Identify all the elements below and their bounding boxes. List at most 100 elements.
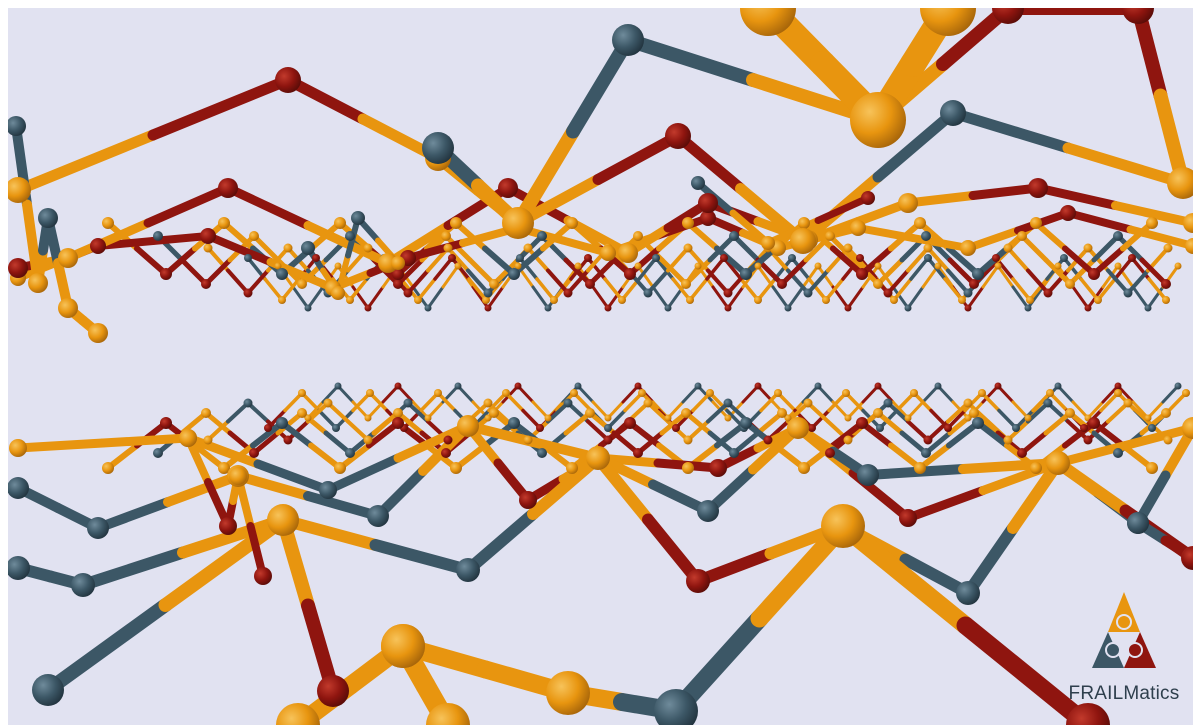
- atom: [88, 323, 108, 343]
- atom: [331, 286, 345, 300]
- bond: [426, 400, 445, 420]
- atom: [574, 382, 582, 390]
- bond: [163, 245, 198, 277]
- bond: [816, 264, 835, 289]
- atom: [784, 414, 792, 422]
- atom: [345, 448, 355, 458]
- atom: [403, 398, 413, 408]
- atom: [1028, 178, 1048, 198]
- bond: [369, 539, 474, 576]
- atom: [297, 408, 307, 418]
- atom: [345, 231, 355, 241]
- bond: [863, 464, 968, 480]
- bond: [759, 391, 780, 413]
- bond: [1146, 400, 1165, 420]
- bond: [467, 257, 497, 287]
- bond: [806, 268, 830, 295]
- atom: [394, 382, 402, 390]
- bond: [981, 264, 1000, 289]
- bond: [1062, 245, 1097, 277]
- atom: [244, 254, 252, 262]
- atom: [218, 217, 230, 229]
- atom: [1084, 304, 1092, 312]
- atom: [1128, 254, 1136, 262]
- bond: [183, 433, 263, 469]
- bond: [1006, 246, 1030, 273]
- atom: [729, 448, 739, 458]
- bond: [1011, 277, 1032, 302]
- atom: [643, 288, 653, 298]
- atom: [808, 424, 816, 432]
- atom: [774, 389, 782, 397]
- atom: [1114, 389, 1122, 397]
- atom: [740, 417, 752, 429]
- atom: [363, 435, 373, 445]
- bond: [591, 285, 610, 310]
- atom: [784, 304, 792, 312]
- atom: [969, 408, 979, 418]
- atom: [921, 448, 931, 458]
- atom: [700, 210, 716, 226]
- bond: [251, 430, 281, 456]
- atom: [1161, 408, 1171, 418]
- bond: [1131, 400, 1150, 420]
- atom: [537, 448, 547, 458]
- atom: [618, 243, 638, 263]
- bond: [1161, 384, 1180, 404]
- atom: [514, 262, 522, 270]
- atom: [963, 398, 973, 408]
- atom: [32, 674, 64, 706]
- atom: [814, 262, 822, 270]
- atom: [298, 389, 306, 397]
- logo-triangle-icon: [1092, 592, 1156, 668]
- atom: [514, 382, 522, 390]
- bond: [466, 268, 490, 295]
- bond: [1106, 268, 1130, 295]
- bond: [807, 277, 828, 302]
- bond: [105, 442, 140, 471]
- atom: [574, 262, 582, 270]
- atom: [923, 435, 933, 445]
- atom: [969, 279, 979, 289]
- bond: [527, 452, 604, 520]
- bond: [563, 257, 593, 287]
- atom: [1046, 389, 1054, 397]
- bond: [1091, 420, 1126, 449]
- atom: [243, 398, 253, 408]
- bond: [722, 256, 743, 281]
- bond: [419, 391, 440, 413]
- bond: [903, 486, 988, 523]
- atom: [934, 262, 942, 270]
- atom: [821, 504, 865, 548]
- atom: [8, 116, 26, 136]
- bond: [323, 430, 353, 456]
- atom: [686, 296, 694, 304]
- atom: [585, 279, 595, 289]
- atom: [683, 243, 693, 253]
- atom: [604, 304, 612, 312]
- atom: [1080, 424, 1088, 432]
- bond: [1019, 430, 1049, 456]
- atom: [1088, 268, 1100, 280]
- atom: [1054, 382, 1062, 390]
- atom: [681, 408, 691, 418]
- atom: [665, 123, 691, 149]
- atom: [1174, 262, 1182, 270]
- atom: [883, 398, 893, 408]
- atom: [243, 288, 253, 298]
- atom: [1146, 462, 1158, 474]
- bond: [395, 410, 425, 436]
- bond: [531, 400, 550, 420]
- bond: [1167, 391, 1188, 413]
- bond: [923, 430, 953, 456]
- atom: [1003, 243, 1013, 253]
- bond: [576, 384, 595, 404]
- bond: [1048, 391, 1069, 413]
- bond: [291, 285, 310, 310]
- bond: [755, 257, 785, 287]
- atom: [1060, 254, 1068, 262]
- bond: [326, 401, 350, 424]
- atom: [790, 228, 816, 254]
- bond: [1091, 233, 1121, 263]
- atom: [1182, 417, 1193, 439]
